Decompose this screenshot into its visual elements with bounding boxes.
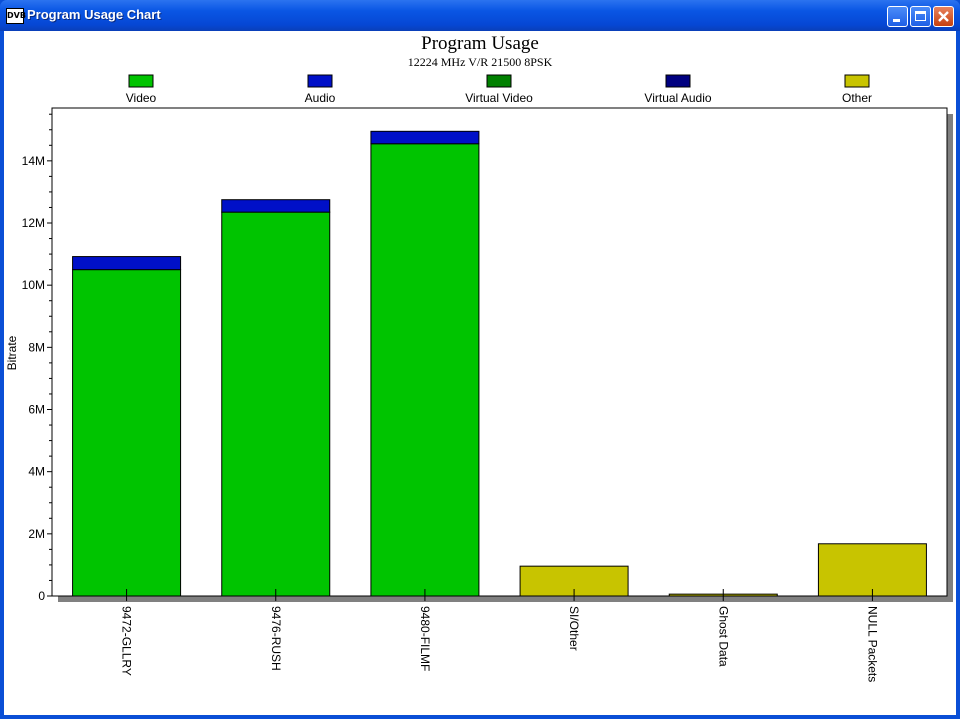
dvb-app-icon[interactable]: DVB: [6, 8, 26, 24]
x-tick-label: SI/Other: [567, 606, 581, 651]
bar-other: [817, 543, 927, 597]
bar-video: [221, 211, 331, 597]
legend-label-virtual-video: Virtual Video: [465, 91, 533, 105]
legend-swatch-audio: [307, 74, 333, 88]
maximize-icon: [915, 11, 926, 21]
y-tick-label: 2M: [28, 527, 45, 541]
minimize-icon: [893, 19, 900, 22]
legend-label-video: Video: [126, 91, 157, 105]
legend-swatch-other: [844, 74, 870, 88]
y-tick-label: 14M: [22, 154, 45, 168]
bar-audio: [72, 256, 182, 271]
y-axis-label: Bitrate: [5, 335, 19, 370]
x-tick-label: 9476-RUSH: [269, 606, 283, 671]
bar-audio: [221, 199, 331, 213]
y-tick-label: 12M: [22, 216, 45, 230]
window-title: Program Usage Chart: [27, 7, 161, 22]
plot-frame: [51, 107, 948, 597]
legend-swatch-virtual-video: [486, 74, 512, 88]
maximize-button[interactable]: [910, 6, 931, 27]
y-tick-label: 0: [38, 589, 45, 603]
bar-audio: [370, 130, 480, 145]
program-usage-chart: Program Usage 12224 MHz V/R 21500 8PSK B…: [5, 33, 953, 682]
legend-label-virtual-audio: Virtual Audio: [644, 91, 711, 105]
chart-subtitle: 12224 MHz V/R 21500 8PSK: [408, 55, 553, 69]
x-tick-label: 9480-FILMF: [418, 606, 432, 671]
legend-swatch-virtual-audio: [665, 74, 691, 88]
legend: Video Audio Virtual Video Virtual Audio Othe…: [126, 74, 872, 105]
x-tick-label: Ghost Data: [716, 606, 730, 667]
y-tick-label: 6M: [28, 403, 45, 417]
plot-area: 0 2M 4M 6M 8M 10M 12M 14M 9472-GLLRY 9476-RUSH 948…: [22, 107, 953, 682]
y-tick-label: 10M: [22, 278, 45, 292]
chart-area: Program Usage 12224 MHz V/R 21500 8PSK B…: [4, 31, 956, 715]
bar-video: [370, 143, 480, 597]
x-tick-label: 9472-GLLRY: [120, 606, 134, 676]
close-button[interactable]: [933, 6, 954, 27]
legend-swatch-video: [128, 74, 154, 88]
legend-label-audio: Audio: [305, 91, 336, 105]
legend-label-other: Other: [842, 91, 872, 105]
bar-video: [72, 269, 182, 597]
chart-title: Program Usage: [421, 33, 539, 54]
close-icon: [938, 11, 949, 22]
minimize-button[interactable]: [887, 6, 908, 27]
y-tick-label: 8M: [28, 340, 45, 354]
y-tick-label: 4M: [28, 465, 45, 479]
title-bar[interactable]: DVB Program Usage Chart: [0, 0, 960, 31]
x-tick-label: NULL Packets: [865, 606, 879, 682]
